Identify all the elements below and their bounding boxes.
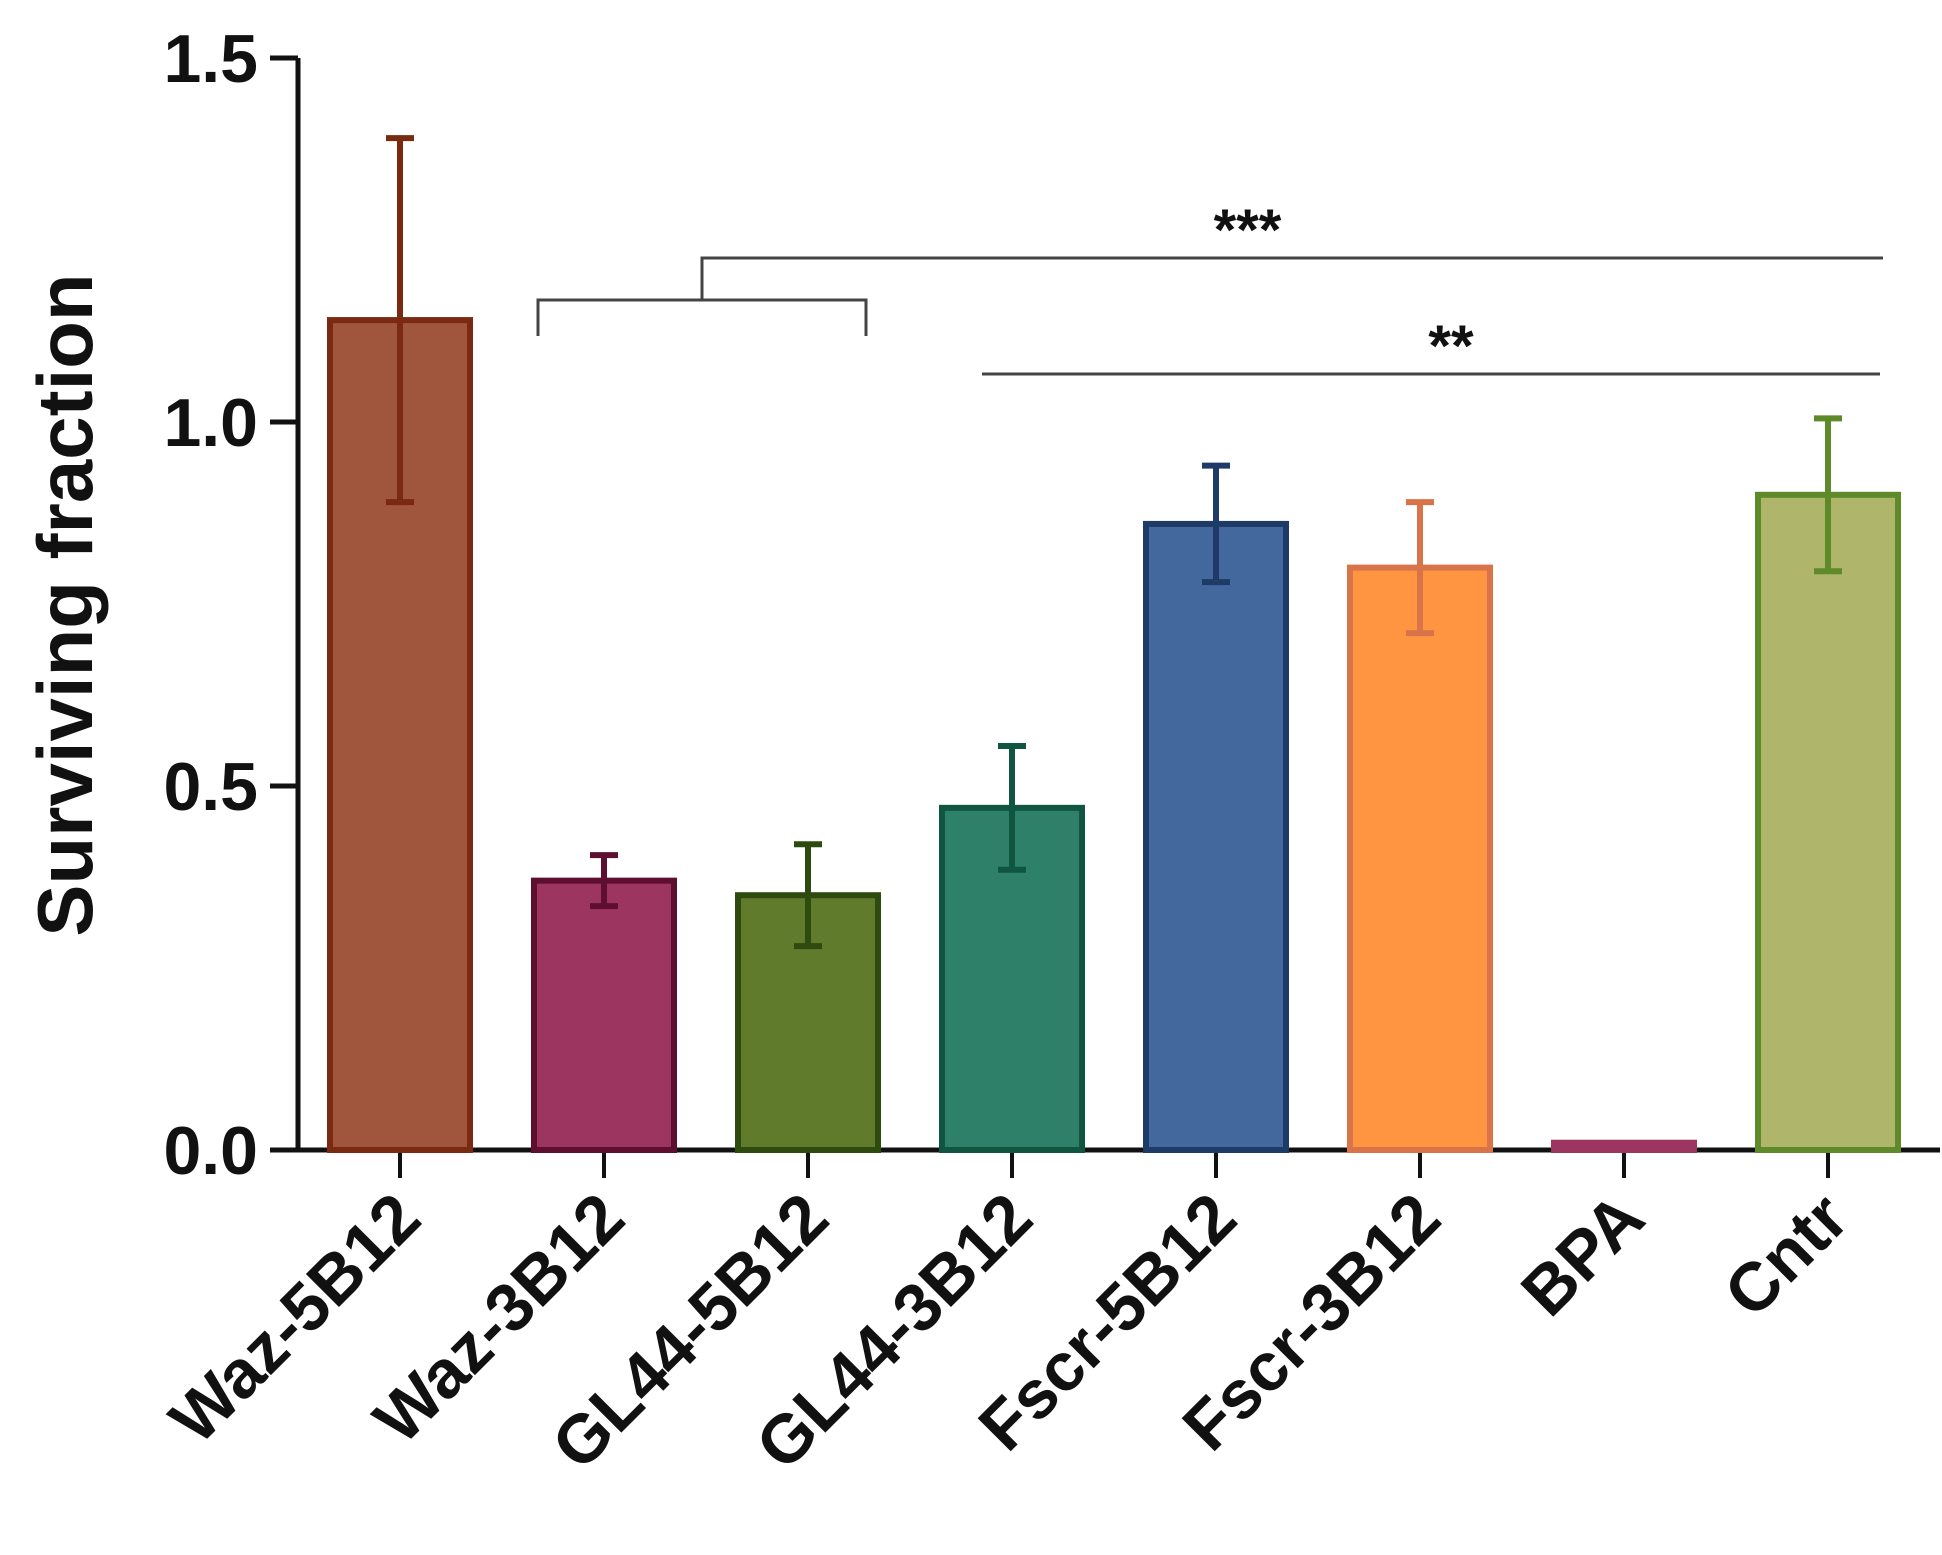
- significance-bracket: [536, 298, 868, 336]
- y-axis-title: Surviving fraction: [21, 273, 109, 936]
- bar: [1143, 520, 1289, 1153]
- bar: [531, 877, 677, 1153]
- bars: [327, 317, 1901, 1154]
- significance-label: ***: [1214, 198, 1282, 263]
- error-bars: [386, 135, 1842, 950]
- y-tick-label: 1.5: [163, 21, 258, 97]
- significance-label: **: [1428, 314, 1474, 379]
- y-ticks: 0.0 0.5 1.0 1.5: [163, 21, 298, 1189]
- bar: [1347, 564, 1493, 1153]
- x-tick-label: BPA: [1507, 1179, 1659, 1331]
- bar: [1551, 1139, 1697, 1153]
- y-tick-label: 1.0: [163, 385, 258, 461]
- x-ticks: Waz-5B12Waz-3B12GL44-5B12GL44-3B12Fscr-5…: [156, 1150, 1863, 1484]
- significance-line: [700, 256, 1883, 300]
- y-tick-label: 0.0: [163, 1113, 258, 1189]
- significance-annotations: *****: [536, 198, 1883, 379]
- bar: [1755, 491, 1901, 1153]
- x-tick-label: Cntr: [1710, 1179, 1863, 1332]
- y-tick-label: 0.5: [163, 749, 258, 825]
